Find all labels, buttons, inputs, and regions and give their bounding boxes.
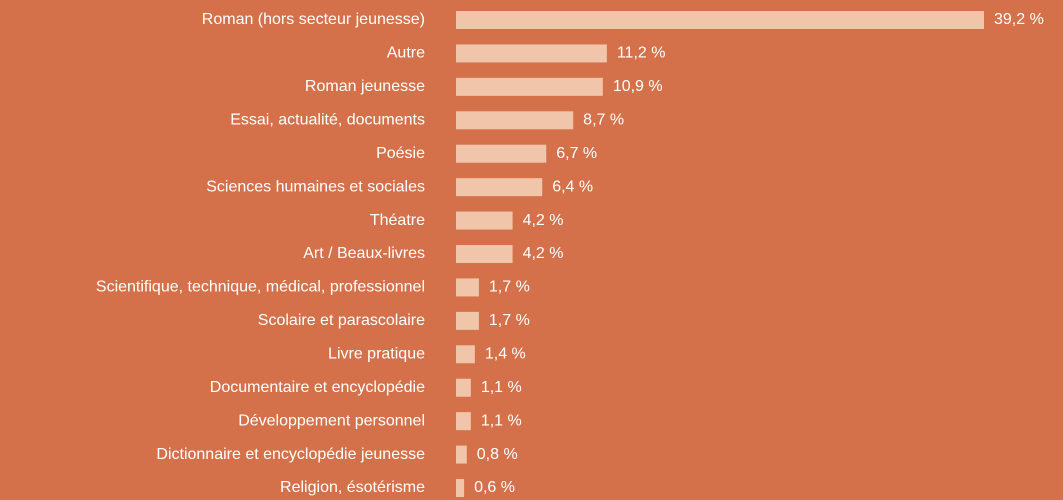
category-label: Documentaire et encyclopédie [210, 379, 425, 396]
category-label: Livre pratique [328, 346, 425, 363]
category-label: Développement personnel [238, 412, 425, 429]
bar [456, 278, 479, 297]
category-label: Sciences humaines et sociales [206, 178, 425, 195]
bar [456, 144, 547, 163]
bar [456, 211, 513, 230]
bar [456, 44, 607, 63]
value-label: 0,8 % [477, 446, 518, 463]
category-label: Religion, ésotérisme [280, 479, 425, 496]
value-label: 10,9 % [613, 78, 663, 95]
value-label: 1,1 % [481, 379, 522, 396]
category-label: Essai, actualité, documents [230, 112, 425, 129]
bar [456, 111, 574, 130]
bar [456, 412, 471, 431]
bar [456, 77, 603, 96]
value-label: 11,2 % [617, 45, 666, 62]
category-label: Art / Beaux-livres [303, 245, 425, 262]
category-label: Autre [387, 45, 425, 62]
bar [456, 311, 479, 330]
value-label: 6,4 % [552, 178, 593, 195]
bar [456, 178, 543, 197]
bar [456, 479, 465, 498]
value-label: 4,2 % [523, 212, 564, 229]
value-label: 1,7 % [489, 312, 530, 329]
value-label: 1,1 % [481, 412, 522, 429]
category-label: Dictionnaire et encyclopédie jeunesse [156, 446, 425, 463]
category-label: Poésie [376, 145, 425, 162]
value-label: 0,6 % [474, 479, 515, 496]
category-label: Scientifique, technique, médical, profes… [96, 279, 425, 296]
bar [456, 378, 471, 397]
category-label: Scolaire et parascolaire [258, 312, 425, 329]
value-label: 1,4 % [485, 346, 526, 363]
bar [456, 245, 513, 264]
value-label: 4,2 % [523, 245, 564, 262]
value-label: 39,2 % [994, 11, 1044, 28]
value-label: 8,7 % [583, 112, 624, 129]
value-label: 1,7 % [489, 279, 530, 296]
category-label: Roman (hors secteur jeunesse) [202, 11, 425, 28]
bar [456, 11, 984, 29]
value-label: 6,7 % [556, 145, 597, 162]
bar [456, 345, 475, 364]
category-label: Roman jeunesse [305, 78, 425, 95]
category-label: Théatre [370, 212, 425, 229]
bar [456, 445, 467, 464]
